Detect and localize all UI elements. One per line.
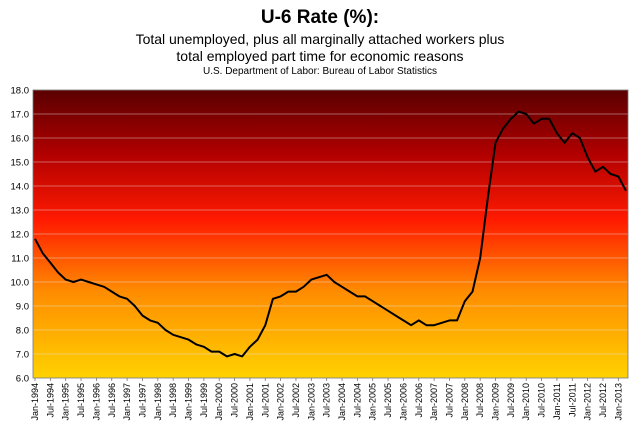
x-tick-label: Jul-2006 <box>414 383 424 418</box>
u6-rate-series-line <box>34 110 627 358</box>
y-tick-label: 9.0 <box>16 302 29 313</box>
y-tick-label: 7.0 <box>16 350 29 361</box>
x-tick-label: Jul-1998 <box>168 383 178 418</box>
x-tick-label: Jan-2001 <box>245 383 255 421</box>
x-tick-label: Jan-1998 <box>153 383 163 421</box>
chart-subtitle-line-2: total employed part time for economic re… <box>176 48 464 64</box>
x-tick-label: Jul-1995 <box>76 383 86 418</box>
y-tick-label: 15.0 <box>11 158 30 169</box>
y-tick-label: 18.0 <box>11 86 30 97</box>
x-tick-label: Jan-1997 <box>122 383 132 421</box>
x-tick-label: Jul-2004 <box>352 383 362 418</box>
y-tick-label: 6.0 <box>16 374 29 385</box>
y-tick-label: 14.0 <box>11 182 30 193</box>
y-tick-label: 8.0 <box>16 326 29 337</box>
y-tick-label: 13.0 <box>11 206 30 217</box>
x-tick-label: Jan-2002 <box>276 383 286 421</box>
x-tick-label: Jan-2009 <box>491 383 501 421</box>
y-tick-label: 17.0 <box>11 110 30 121</box>
x-tick-label: Jan-2007 <box>429 383 439 421</box>
y-tick-label: 16.0 <box>11 134 30 145</box>
x-tick-label: Jan-2003 <box>306 383 316 421</box>
x-tick-label: Jan-2010 <box>521 383 531 421</box>
x-tick-label: Jul-2001 <box>260 383 270 418</box>
x-tick-label: Jul-2008 <box>475 383 485 418</box>
x-tick-label: Jul-2005 <box>383 383 393 418</box>
x-tick-label: Jan-1995 <box>61 383 71 421</box>
chart-source: U.S. Department of Labor: Bureau of Labo… <box>202 66 437 77</box>
x-tick-label: Jul-1994 <box>45 383 55 418</box>
x-tick-label: Jul-2009 <box>506 383 516 418</box>
y-tick-label: 12.0 <box>11 230 30 241</box>
x-tick-label: Jan-2004 <box>337 383 347 421</box>
chart-subtitle-line-1: Total unemployed, plus all marginally at… <box>135 31 505 47</box>
x-tick-label: Jul-2007 <box>444 383 454 418</box>
x-tick-label: Jul-1997 <box>137 383 147 418</box>
y-tick-label: 11.0 <box>11 254 29 265</box>
y-tick-label: 10.0 <box>11 278 30 289</box>
x-tick-label: Jan-2000 <box>214 383 224 421</box>
x-tick-label: Jan-1994 <box>30 383 40 421</box>
x-tick-label: Jan-1996 <box>91 383 101 421</box>
x-tick-label: Jul-2003 <box>322 383 332 418</box>
x-tick-label: Jan-2008 <box>460 383 470 421</box>
x-tick-label: Jul-2002 <box>291 383 301 418</box>
x-tick-label: Jul-2011 <box>567 383 577 417</box>
x-tick-label: Jan-2012 <box>583 383 593 421</box>
x-tick-label: Jan-1999 <box>184 383 194 421</box>
x-tick-label: Jul-2010 <box>537 383 547 418</box>
x-tick-label: Jul-1996 <box>107 383 117 418</box>
x-tick-label: Jan-2005 <box>368 383 378 421</box>
chart-title: U-6 Rate (%): <box>260 7 380 28</box>
x-tick-label: Jan-2013 <box>613 383 623 421</box>
x-tick-label: Jan-2011 <box>552 383 562 420</box>
plot-border <box>32 89 629 379</box>
x-tick-label: Jul-2012 <box>598 383 608 418</box>
x-tick-label: Jul-1999 <box>199 383 209 418</box>
x-tick-label: Jan-2006 <box>398 383 408 421</box>
x-tick-label: Jul-2000 <box>230 383 240 418</box>
